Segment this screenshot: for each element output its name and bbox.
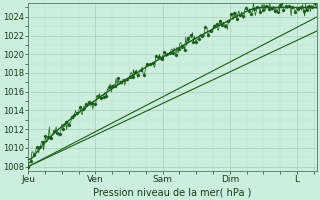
X-axis label: Pression niveau de la mer( hPa ): Pression niveau de la mer( hPa ) <box>93 187 252 197</box>
